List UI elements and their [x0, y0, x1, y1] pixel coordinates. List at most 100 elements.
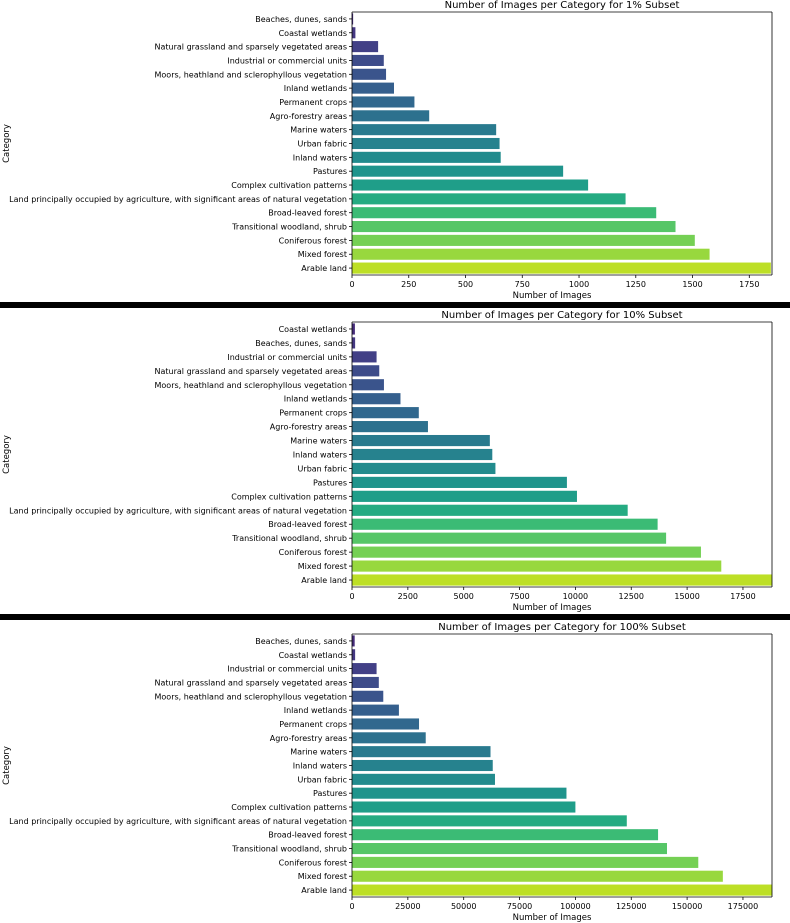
bar: [352, 393, 401, 405]
bar: [352, 518, 658, 530]
chart-panel: Number of Images per Category for 100% S…: [2, 622, 773, 923]
category-label: Broad-leaved forest: [268, 831, 347, 840]
bar: [352, 193, 626, 205]
x-tick-label: 250: [401, 280, 416, 289]
category-label: Marine waters: [290, 126, 347, 135]
x-tick-label: 10000: [563, 592, 588, 601]
x-tick-label: 5000: [454, 592, 474, 601]
category-label: Inland waters: [293, 451, 347, 460]
bar: [352, 262, 771, 274]
category-label: Inland wetlands: [284, 395, 347, 404]
bar: [352, 234, 695, 246]
bar: [352, 490, 577, 502]
category-label: Inland waters: [293, 153, 347, 162]
bar: [352, 27, 356, 39]
bar: [352, 649, 356, 661]
category-label: Agro-forestry areas: [270, 734, 347, 743]
category-label: Inland wetlands: [284, 706, 347, 715]
bar: [352, 676, 379, 688]
bar: [352, 532, 667, 544]
panel-separator: [0, 614, 790, 620]
category-label: Industrial or commercial units: [227, 353, 347, 362]
category-label: Coastal wetlands: [279, 651, 347, 660]
x-tick-label: 1500: [682, 280, 702, 289]
category-label: Industrial or commercial units: [227, 56, 347, 65]
bar: [352, 165, 564, 177]
category-label: Natural grassland and sparsely vegetated…: [155, 678, 347, 687]
bar: [352, 829, 659, 841]
chart-panel: Number of Images per Category for 10% Su…: [2, 310, 773, 613]
category-label: Permanent crops: [279, 720, 347, 729]
category-label: Moors, heathland and sclerophyllous vege…: [155, 70, 348, 79]
bar: [352, 462, 496, 475]
x-tick-label: 1250: [626, 280, 646, 289]
x-tick-label: 25000: [395, 902, 420, 911]
bar: [352, 560, 722, 572]
category-label: Beaches, dunes, sands: [255, 637, 347, 646]
category-label: Mixed forest: [298, 250, 347, 259]
chart-title: Number of Images per Category for 100% S…: [438, 622, 686, 633]
bar: [352, 137, 500, 150]
x-tick-label: 0: [349, 280, 354, 289]
bar: [352, 884, 772, 896]
category-label: Natural grassland and sparsely vegetated…: [155, 367, 347, 376]
y-axis-label: Category: [2, 746, 12, 785]
bar: [352, 690, 384, 702]
bar: [352, 110, 430, 122]
x-tick-label: 50000: [451, 902, 476, 911]
bar: [352, 773, 495, 785]
category-label: Inland wetlands: [284, 84, 347, 93]
bar: [352, 843, 667, 855]
x-tick-label: 100000: [560, 902, 591, 911]
x-tick-label: 17500: [730, 592, 755, 601]
category-label: Land principally occupied by agriculture…: [9, 817, 347, 826]
category-label: Marine waters: [290, 748, 347, 757]
category-label: Marine waters: [290, 437, 347, 446]
category-label: Arable land: [301, 576, 347, 585]
category-label: Complex cultivation patterns: [231, 181, 347, 190]
x-tick-label: 0: [349, 902, 354, 911]
category-label: Transitional woodland, shrub: [231, 845, 347, 854]
category-label: Urban fabric: [298, 140, 347, 149]
bar: [352, 434, 490, 447]
x-axis-label: Number of Images: [513, 913, 592, 923]
category-label: Land principally occupied by agriculture…: [9, 506, 347, 515]
bar: [352, 421, 428, 433]
category-label: Permanent crops: [279, 409, 347, 418]
category-label: Broad-leaved forest: [268, 520, 347, 529]
category-label: Inland waters: [293, 762, 347, 771]
x-tick-label: 0: [349, 592, 354, 601]
x-tick-label: 750: [515, 280, 530, 289]
bar: [352, 815, 627, 827]
x-tick-label: 15000: [674, 592, 699, 601]
bar: [352, 718, 420, 730]
x-tick-label: 150000: [672, 902, 703, 911]
y-axis-label: Category: [2, 435, 12, 474]
category-label: Coastal wetlands: [279, 29, 347, 38]
chart-panel: Number of Images per Category for 1% Sub…: [2, 0, 773, 301]
category-label: Arable land: [301, 886, 347, 895]
category-label: Complex cultivation patterns: [231, 803, 347, 812]
x-tick-label: 1750: [739, 280, 759, 289]
category-label: Permanent crops: [279, 98, 347, 107]
x-tick-label: 175000: [728, 902, 759, 911]
bar: [352, 574, 772, 586]
category-label: Coniferous forest: [279, 236, 347, 245]
bar: [352, 179, 589, 191]
category-label: Transitional woodland, shrub: [231, 223, 347, 232]
bar: [352, 546, 701, 558]
x-axis-label: Number of Images: [513, 603, 592, 613]
bar: [352, 759, 493, 772]
category-label: Broad-leaved forest: [268, 209, 347, 218]
category-label: Coniferous forest: [279, 858, 347, 867]
category-label: Land principally occupied by agriculture…: [9, 195, 347, 204]
bar: [352, 476, 567, 488]
category-label: Beaches, dunes, sands: [255, 15, 347, 24]
bar: [352, 448, 493, 461]
category-label: Industrial or commercial units: [227, 665, 347, 674]
bar: [352, 801, 576, 813]
bar: [352, 96, 415, 108]
category-label: Coastal wetlands: [279, 325, 347, 334]
bar: [352, 856, 699, 868]
